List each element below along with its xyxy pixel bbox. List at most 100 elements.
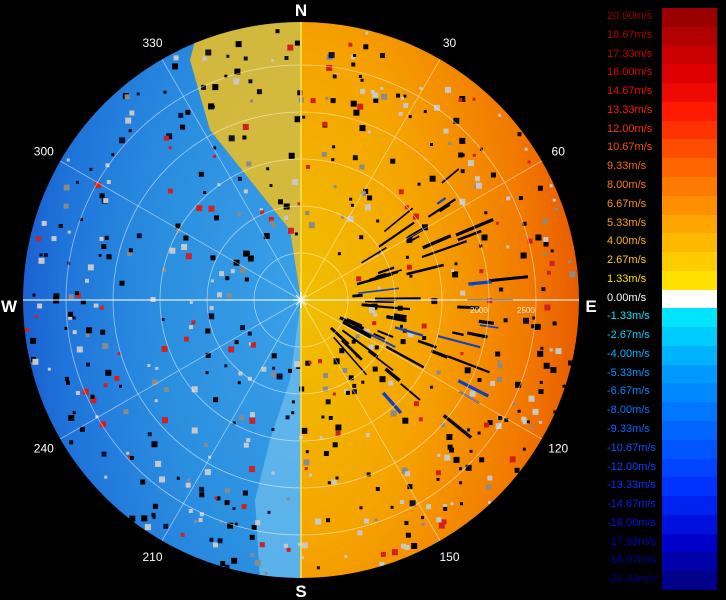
- clutter-pixel: [201, 84, 206, 90]
- clutter-streak: [436, 197, 447, 205]
- clutter-streak: [385, 345, 425, 369]
- clutter-pixel: [155, 366, 159, 370]
- clutter-pixel: [497, 363, 503, 369]
- clutter-streak: [378, 221, 415, 248]
- clutter-pixel: [234, 522, 238, 526]
- clutter-pixel: [451, 269, 455, 273]
- clutter-pixel: [210, 279, 214, 283]
- clutter-pixel: [232, 421, 236, 425]
- clutter-pixel: [326, 65, 333, 71]
- legend-row: 5.33m/s: [605, 214, 717, 234]
- clutter-streak: [367, 350, 394, 371]
- clutter-pixel: [452, 271, 459, 278]
- legend-row: 18.67m/s: [605, 26, 717, 46]
- azimuth-label: 330: [142, 36, 162, 50]
- clutter-pixel: [310, 98, 316, 104]
- legend-row: -16.00m/s: [605, 514, 717, 534]
- azimuth-spoke: [60, 299, 302, 440]
- clutter-pixel: [328, 52, 335, 59]
- clutter-pixel: [436, 370, 441, 375]
- clutter-pixel: [264, 571, 268, 575]
- clutter-pixel: [291, 179, 298, 186]
- clutter-streak: [457, 379, 489, 398]
- clutter-pixel: [169, 247, 176, 254]
- clutter-pixel: [405, 471, 410, 477]
- legend-swatch: [662, 364, 717, 384]
- legend-label: -20.00m/s: [607, 573, 656, 586]
- clutter-pixel: [147, 432, 152, 437]
- clutter-pixel: [441, 519, 447, 525]
- clutter-pixel: [79, 426, 85, 432]
- noise-pixels: [25, 29, 576, 575]
- clutter-pixel: [271, 353, 277, 359]
- clutter-pixel: [404, 545, 410, 550]
- clutter-pixel: [412, 213, 419, 220]
- clutter-pixel: [248, 342, 252, 346]
- clutter-pixel: [249, 534, 255, 540]
- clutter-pixel: [259, 542, 265, 548]
- clutter-pixel: [163, 387, 169, 392]
- clutter-pixel: [357, 103, 364, 110]
- clutter-pixel: [569, 271, 576, 278]
- clutter-pixel: [259, 208, 263, 212]
- clutter-pixel: [75, 292, 81, 298]
- legend-row: -2.67m/s: [605, 327, 717, 346]
- clutter-pixel: [248, 79, 253, 84]
- clutter-pixel: [353, 109, 360, 116]
- clutter-pixel: [528, 395, 535, 402]
- clutter-pixel: [220, 561, 226, 566]
- clutter-pixel: [181, 244, 188, 250]
- clutter-pixel: [430, 143, 433, 146]
- clutter-pixel: [300, 556, 304, 560]
- clutter-pixel: [350, 100, 357, 107]
- clutter-pixel: [364, 328, 370, 334]
- legend-row: -20.00m/s: [605, 571, 717, 590]
- clutter-pixel: [537, 185, 543, 191]
- clutter-pixel: [151, 441, 158, 448]
- clutter-pixel: [506, 196, 511, 201]
- clutter-streak: [437, 335, 481, 349]
- clutter-pixel: [467, 160, 474, 167]
- legend-swatch: [662, 158, 717, 177]
- clutter-pixel: [520, 252, 527, 259]
- clutter-pixel: [365, 31, 369, 35]
- clutter-pixel: [380, 551, 386, 557]
- clutter-streak: [441, 168, 460, 184]
- clutter-pixel: [111, 153, 115, 157]
- clutter-pixel: [539, 380, 543, 384]
- clutter-pixel: [417, 182, 421, 186]
- clutter-pixel: [446, 434, 453, 440]
- clutter-pixel: [68, 315, 73, 320]
- clutter-pixel: [241, 504, 247, 510]
- clutter-pixel: [217, 538, 223, 544]
- clutter-pixel: [396, 93, 400, 98]
- clutter-pixel: [224, 488, 230, 494]
- clutter-pixel: [167, 188, 173, 194]
- legend-row: -5.33m/s: [605, 364, 717, 384]
- clutter-pixel: [458, 152, 464, 158]
- legend-row: 12.00m/s: [605, 120, 717, 140]
- clutter-streak: [406, 235, 420, 244]
- clutter-pixel: [136, 233, 142, 239]
- clutter-pixel: [267, 510, 271, 514]
- clutter-pixel: [423, 110, 427, 114]
- clutter-pixel: [526, 420, 530, 424]
- clutter-pixel: [368, 344, 374, 350]
- legend-swatch: [662, 458, 717, 478]
- clutter-pixel: [208, 103, 215, 110]
- clutter-pixel: [449, 447, 454, 453]
- legend-label: -5.33m/s: [607, 366, 650, 379]
- clutter-pixel: [294, 232, 298, 236]
- clutter-pixel: [553, 410, 557, 414]
- clutter-pixel: [458, 98, 463, 102]
- clutter-pixel: [355, 334, 360, 339]
- clutter-pixel: [129, 515, 136, 522]
- clutter-streak: [452, 331, 464, 337]
- clutter-pixel: [291, 400, 295, 404]
- south-transition-band: [255, 300, 301, 578]
- clutter-pixel: [422, 336, 427, 340]
- clutter-pixel: [244, 277, 249, 282]
- clutter-pixel: [308, 222, 315, 229]
- clutter-pixel: [283, 543, 288, 548]
